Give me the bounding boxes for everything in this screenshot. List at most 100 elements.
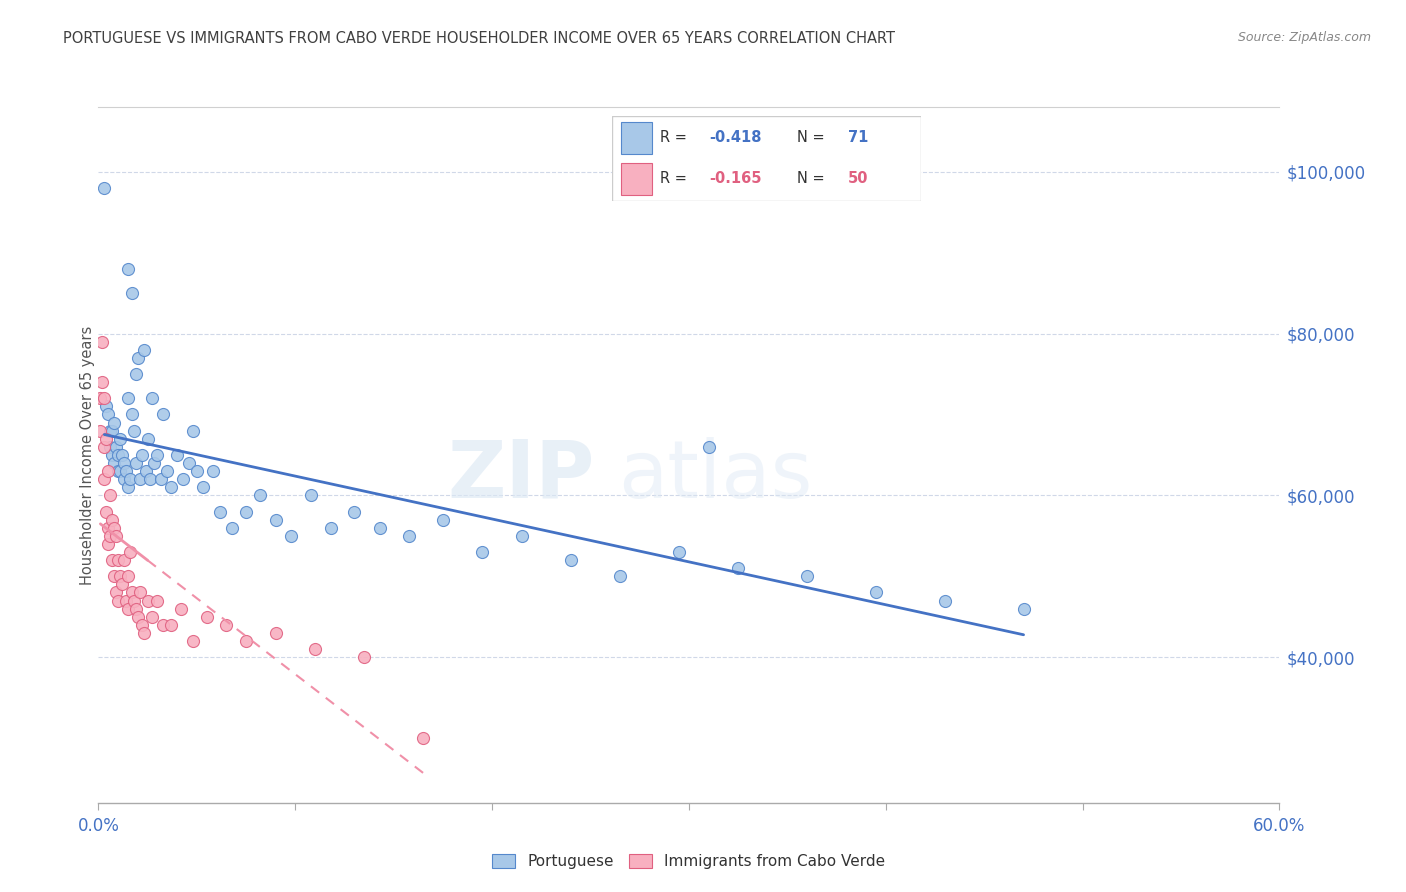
Point	[865, 585, 887, 599]
Point	[97, 464, 120, 478]
Text: 50: 50	[848, 171, 869, 186]
Point	[101, 553, 124, 567]
Point	[201, 464, 224, 478]
Point	[122, 424, 145, 438]
Y-axis label: Householder Income Over 65 years: Householder Income Over 65 years	[80, 326, 94, 584]
Point	[98, 424, 121, 438]
Point	[170, 601, 193, 615]
Point	[105, 440, 128, 454]
Point	[136, 432, 159, 446]
Point	[141, 392, 163, 406]
Point	[121, 585, 143, 599]
Point	[209, 504, 232, 518]
Point	[117, 261, 139, 276]
Point	[96, 400, 118, 414]
Point	[108, 464, 131, 478]
Point	[152, 408, 174, 422]
Point	[125, 456, 148, 470]
Point	[177, 456, 200, 470]
Point	[125, 367, 148, 381]
Point	[432, 513, 454, 527]
Point	[697, 440, 720, 454]
Point	[215, 617, 238, 632]
Point	[101, 448, 124, 462]
Point	[89, 392, 111, 406]
Point	[105, 585, 128, 599]
Point	[107, 593, 129, 607]
FancyBboxPatch shape	[612, 116, 921, 201]
Point	[98, 488, 121, 502]
Point	[107, 448, 129, 462]
Point	[156, 464, 179, 478]
Text: -0.418: -0.418	[709, 130, 762, 145]
Point	[89, 424, 111, 438]
Text: R =: R =	[659, 130, 692, 145]
Point	[108, 432, 131, 446]
Point	[1012, 601, 1035, 615]
Point	[796, 569, 818, 583]
Point	[609, 569, 631, 583]
Point	[122, 593, 145, 607]
Point	[117, 601, 139, 615]
Point	[107, 553, 129, 567]
Point	[353, 650, 375, 665]
Point	[727, 561, 749, 575]
Bar	[621, 122, 652, 154]
Point	[166, 448, 188, 462]
Text: PORTUGUESE VS IMMIGRANTS FROM CABO VERDE HOUSEHOLDER INCOME OVER 65 YEARS CORREL: PORTUGUESE VS IMMIGRANTS FROM CABO VERDE…	[63, 31, 896, 46]
Point	[138, 472, 160, 486]
Point	[112, 456, 135, 470]
Point	[160, 480, 183, 494]
Text: R =: R =	[659, 171, 692, 186]
Point	[118, 472, 141, 486]
Point	[91, 334, 114, 349]
Point	[221, 521, 243, 535]
Point	[101, 513, 124, 527]
Point	[160, 617, 183, 632]
Point	[135, 464, 157, 478]
Point	[103, 456, 125, 470]
Point	[136, 593, 159, 607]
Point	[132, 626, 155, 640]
Point	[93, 440, 115, 454]
Point	[101, 424, 124, 438]
Point	[398, 529, 420, 543]
Point	[264, 513, 287, 527]
Point	[181, 424, 204, 438]
Point	[118, 545, 141, 559]
Point	[131, 617, 153, 632]
Point	[560, 553, 582, 567]
Point	[103, 521, 125, 535]
Point	[319, 521, 342, 535]
Point	[98, 529, 121, 543]
Point	[152, 617, 174, 632]
Point	[510, 529, 533, 543]
Text: 71: 71	[848, 130, 869, 145]
Point	[117, 480, 139, 494]
Point	[264, 626, 287, 640]
Point	[98, 440, 121, 454]
Point	[299, 488, 322, 502]
Point	[128, 472, 150, 486]
Point	[93, 392, 115, 406]
Point	[105, 529, 128, 543]
Bar	[621, 162, 652, 194]
Legend: Portuguese, Immigrants from Cabo Verde: Portuguese, Immigrants from Cabo Verde	[486, 847, 891, 875]
Point	[97, 537, 120, 551]
Text: N =: N =	[797, 171, 830, 186]
Point	[112, 553, 135, 567]
Point	[93, 181, 115, 195]
Point	[304, 642, 326, 657]
Point	[93, 472, 115, 486]
Text: Source: ZipAtlas.com: Source: ZipAtlas.com	[1237, 31, 1371, 45]
Point	[343, 504, 366, 518]
Point	[96, 504, 118, 518]
Text: N =: N =	[797, 130, 830, 145]
Point	[111, 577, 134, 591]
Point	[103, 569, 125, 583]
Point	[115, 593, 138, 607]
Point	[412, 731, 434, 745]
Point	[132, 343, 155, 357]
Point	[141, 609, 163, 624]
Point	[172, 472, 194, 486]
